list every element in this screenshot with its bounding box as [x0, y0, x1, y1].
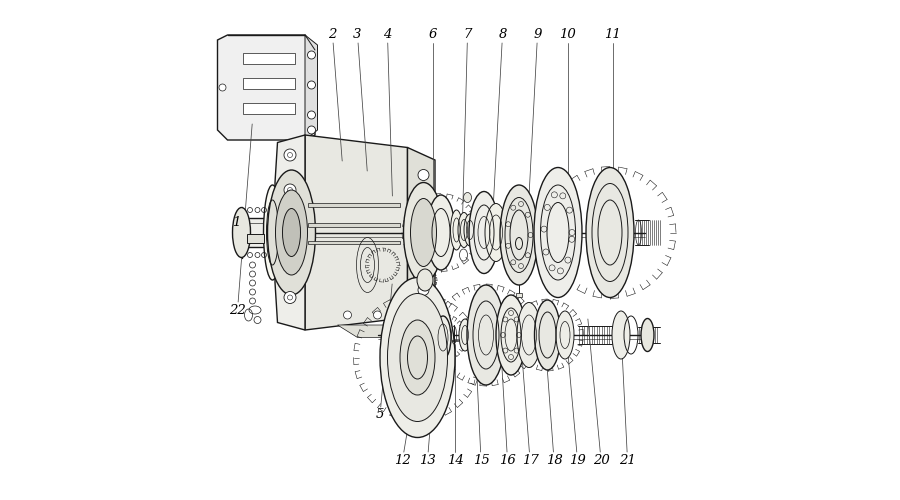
Ellipse shape — [400, 320, 435, 395]
Circle shape — [308, 51, 316, 59]
Text: 15: 15 — [472, 454, 490, 466]
Circle shape — [308, 81, 316, 89]
Ellipse shape — [467, 285, 505, 385]
Ellipse shape — [417, 269, 433, 291]
Ellipse shape — [388, 294, 447, 422]
Text: 8: 8 — [499, 28, 507, 42]
Text: 17: 17 — [522, 454, 538, 466]
Ellipse shape — [534, 168, 582, 298]
Circle shape — [284, 184, 296, 196]
Ellipse shape — [451, 210, 463, 250]
Text: 6: 6 — [428, 28, 436, 42]
Ellipse shape — [403, 182, 444, 282]
Text: 10: 10 — [559, 28, 576, 42]
Circle shape — [284, 259, 296, 271]
Bar — [452, 340, 458, 341]
Ellipse shape — [459, 319, 471, 351]
Circle shape — [308, 111, 316, 119]
Ellipse shape — [232, 208, 250, 258]
Text: 2: 2 — [328, 28, 337, 42]
Circle shape — [418, 227, 429, 238]
Bar — [308, 202, 400, 207]
Circle shape — [344, 311, 352, 319]
Circle shape — [418, 284, 429, 296]
Ellipse shape — [267, 170, 316, 295]
Text: 16: 16 — [500, 454, 516, 466]
Ellipse shape — [469, 192, 499, 274]
Ellipse shape — [516, 238, 523, 250]
Circle shape — [284, 292, 296, 304]
Polygon shape — [305, 35, 318, 140]
Text: 19: 19 — [569, 454, 586, 466]
Text: 4: 4 — [383, 28, 392, 42]
Ellipse shape — [380, 278, 455, 438]
Ellipse shape — [500, 185, 538, 285]
Circle shape — [284, 149, 296, 161]
Ellipse shape — [586, 168, 634, 298]
Text: 9: 9 — [534, 28, 542, 42]
Ellipse shape — [485, 204, 507, 262]
Polygon shape — [305, 135, 408, 330]
Bar — [516, 292, 522, 296]
Ellipse shape — [410, 198, 436, 266]
Circle shape — [418, 170, 429, 180]
Text: 5: 5 — [376, 408, 384, 422]
Text: 3: 3 — [354, 28, 362, 42]
Bar — [242, 103, 295, 114]
Ellipse shape — [496, 295, 526, 375]
Ellipse shape — [464, 192, 472, 202]
Ellipse shape — [612, 311, 630, 359]
Text: 12: 12 — [394, 454, 411, 466]
Bar — [247, 234, 264, 242]
Circle shape — [418, 254, 429, 266]
Circle shape — [374, 311, 382, 319]
Polygon shape — [218, 35, 315, 140]
Ellipse shape — [556, 311, 574, 359]
Ellipse shape — [283, 208, 301, 256]
Ellipse shape — [435, 316, 451, 359]
Ellipse shape — [458, 212, 470, 248]
Ellipse shape — [275, 190, 308, 275]
Bar — [308, 222, 400, 227]
Text: 14: 14 — [446, 454, 464, 466]
Ellipse shape — [641, 318, 654, 352]
Circle shape — [308, 126, 316, 134]
Text: 21: 21 — [619, 454, 636, 466]
Ellipse shape — [535, 300, 561, 370]
Ellipse shape — [264, 185, 282, 280]
Circle shape — [219, 84, 226, 91]
Text: 22: 22 — [230, 304, 246, 316]
Bar — [238, 218, 273, 246]
Polygon shape — [408, 148, 435, 318]
Text: 7: 7 — [464, 28, 472, 42]
Bar — [242, 78, 295, 89]
Text: 18: 18 — [545, 454, 562, 466]
Text: 13: 13 — [419, 454, 436, 466]
Circle shape — [418, 200, 429, 210]
Ellipse shape — [235, 218, 243, 246]
Bar — [308, 240, 400, 244]
Text: 20: 20 — [592, 454, 609, 466]
Circle shape — [284, 216, 296, 228]
Bar — [242, 53, 295, 64]
Ellipse shape — [427, 195, 455, 270]
Ellipse shape — [464, 214, 476, 246]
Text: 1: 1 — [232, 216, 240, 229]
Polygon shape — [275, 135, 305, 330]
Text: 11: 11 — [604, 28, 621, 42]
Ellipse shape — [517, 302, 541, 368]
Polygon shape — [338, 325, 388, 338]
